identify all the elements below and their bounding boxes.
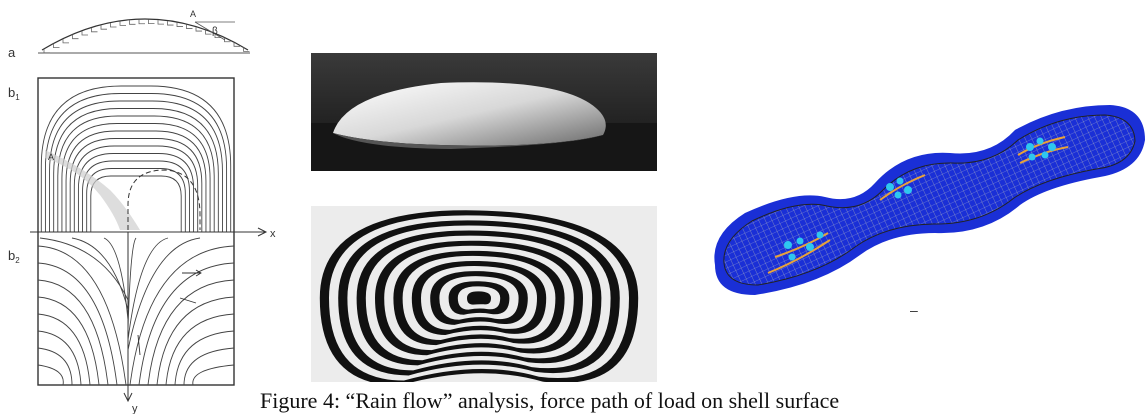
fringe-pattern-photo — [311, 206, 657, 382]
label-beta: β — [212, 26, 218, 37]
label-A-left: A — [48, 152, 54, 162]
shell-mesh-analysis: – — [714, 105, 1145, 318]
rain-flow-diagram: a A β b1 b2 A x y — [8, 9, 276, 414]
label-y: y — [132, 403, 138, 414]
label-b1: b1 — [8, 85, 20, 102]
label-b2: b2 — [8, 248, 20, 265]
mesh-minus-mark: – — [910, 302, 918, 318]
shell-photograph — [311, 53, 657, 171]
label-A-top: A — [190, 9, 196, 19]
label-a: a — [8, 45, 16, 60]
figure-caption: Figure 4: “Rain flow” analysis, force pa… — [260, 388, 840, 413]
label-x: x — [270, 228, 276, 240]
